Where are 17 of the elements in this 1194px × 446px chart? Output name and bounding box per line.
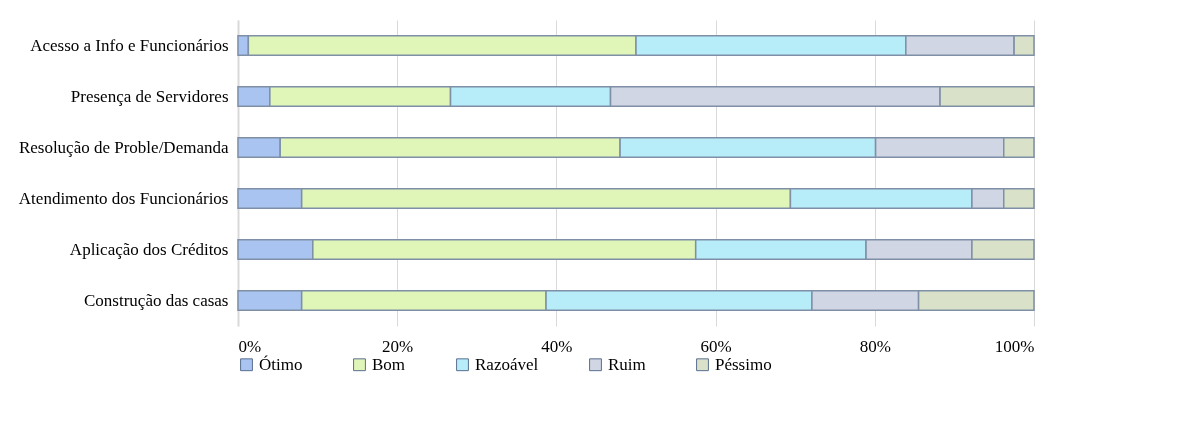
legend-label: Bom bbox=[372, 354, 406, 374]
y-tick-label: Resolução de Proble/Demanda bbox=[18, 137, 229, 157]
y-tick-label: Aplicação dos Créditos bbox=[69, 239, 229, 259]
y-tick-label: Construção das casas bbox=[84, 290, 229, 310]
y-tick-label: Atendimento dos Funcionários bbox=[18, 188, 229, 208]
legend-label: Ótimo bbox=[259, 354, 303, 374]
legend-label: Ruim bbox=[608, 354, 646, 374]
y-tick-label: Presença de Servidores bbox=[70, 86, 229, 106]
x-tick-label: 40% bbox=[541, 336, 573, 356]
y-tick-label: Acesso a Info e Funcionários bbox=[30, 35, 229, 55]
x-tick-label: 20% bbox=[382, 336, 414, 356]
x-tick-label: 80% bbox=[859, 336, 891, 356]
x-tick-label: 0% bbox=[238, 336, 262, 356]
x-tick-label: 60% bbox=[700, 336, 732, 356]
legend-label: Péssimo bbox=[715, 354, 772, 374]
legend-label: Razoável bbox=[475, 354, 539, 374]
x-tick-label: 100% bbox=[994, 336, 1035, 356]
